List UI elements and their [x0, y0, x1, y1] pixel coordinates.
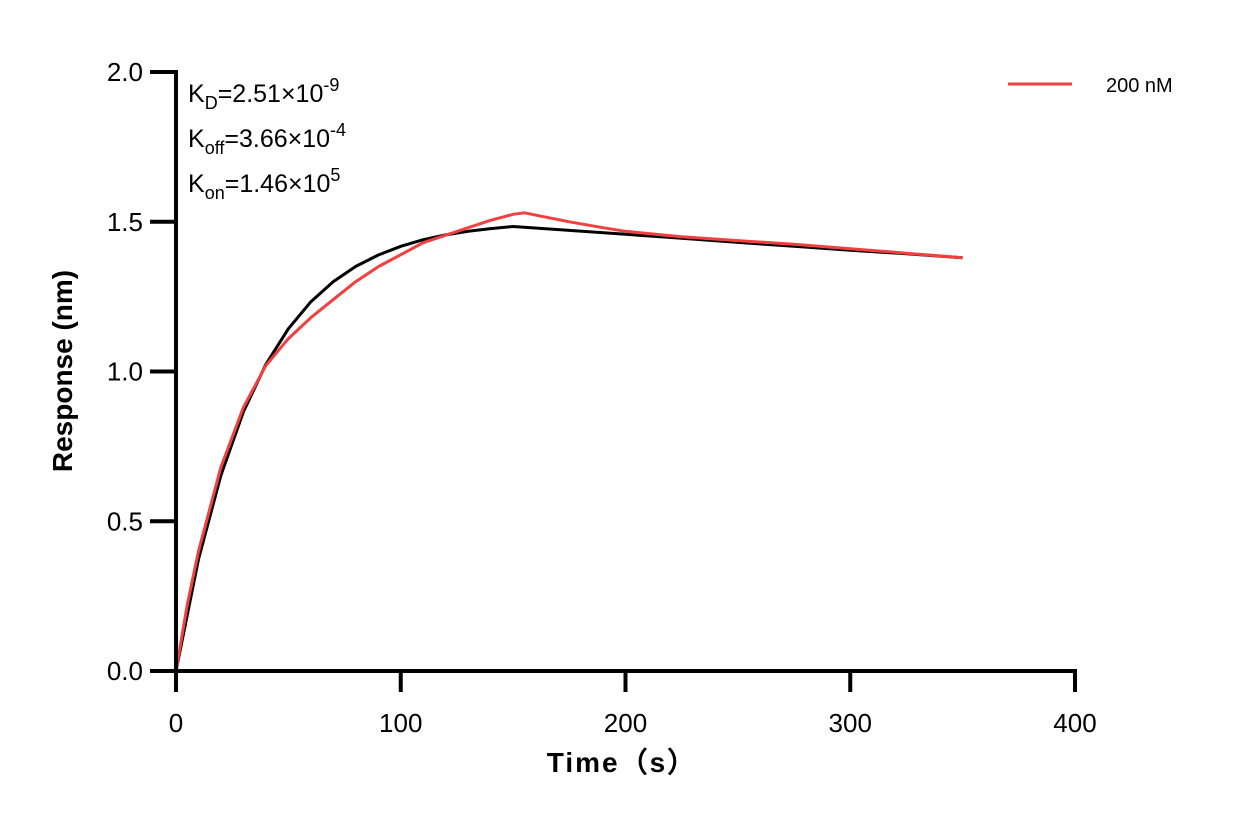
y-axis-label: Response (nm)	[47, 270, 78, 472]
legend: 200 nM	[1008, 75, 1173, 97]
y-tick-label: 0.5	[107, 506, 143, 536]
annotation-d: KD=2.51×10-9	[188, 75, 339, 113]
curves	[174, 211, 963, 672]
ticks: 0 100 200 300 400 0.0 0.5 1.0 1.5 2.0	[107, 57, 1097, 738]
x-tick-label: 300	[829, 708, 872, 738]
y-tick-label: 1.0	[107, 357, 143, 387]
y-tick-label: 2.0	[107, 57, 143, 87]
x-tick-label: 100	[379, 708, 422, 738]
annotation-off: Koff=3.66×10-4	[188, 120, 346, 158]
x-tick-label: 0	[169, 708, 183, 738]
x-tick-label: 200	[604, 708, 647, 738]
x-axis-label: Time（s）	[547, 746, 697, 778]
kinetic-annotations: KD=2.51×10-9 Koff=3.66×10-4 Kon=1.46×105	[188, 75, 346, 203]
y-tick-label: 1.5	[107, 207, 143, 237]
annotation-on: Kon=1.46×105	[188, 165, 340, 203]
y-tick-label: 0.0	[107, 656, 143, 686]
fit-curve	[174, 225, 963, 672]
legend-label: 200 nM	[1106, 75, 1173, 97]
series-200nm-line	[174, 211, 963, 672]
x-tick-label: 400	[1053, 708, 1096, 738]
